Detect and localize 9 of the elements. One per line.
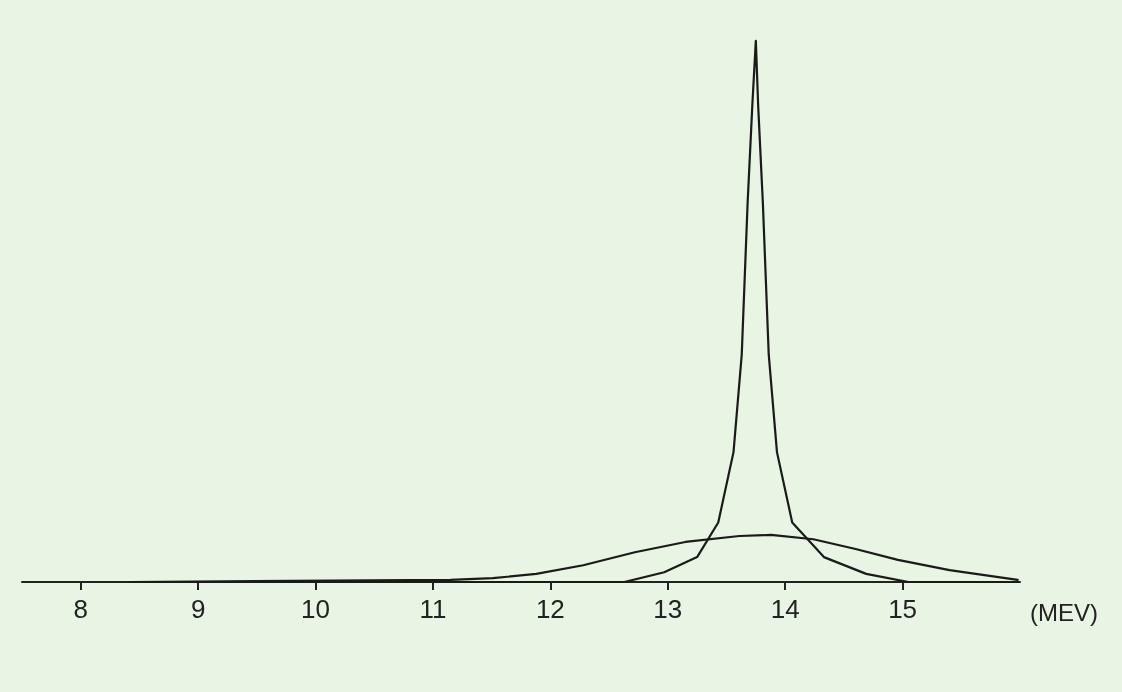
x-axis-title: (MEV) [1030, 598, 1098, 626]
x-tick-label: 8 [73, 594, 88, 624]
x-tick-label: 11 [419, 594, 447, 624]
x-tick-label: 12 [535, 594, 565, 624]
x-tick-label: 14 [770, 594, 800, 624]
x-tick-label: 9 [190, 594, 206, 624]
x-tick-label: 10 [301, 594, 330, 624]
x-tick-label: 13 [653, 594, 683, 624]
x-tick-label: 15 [888, 594, 918, 624]
